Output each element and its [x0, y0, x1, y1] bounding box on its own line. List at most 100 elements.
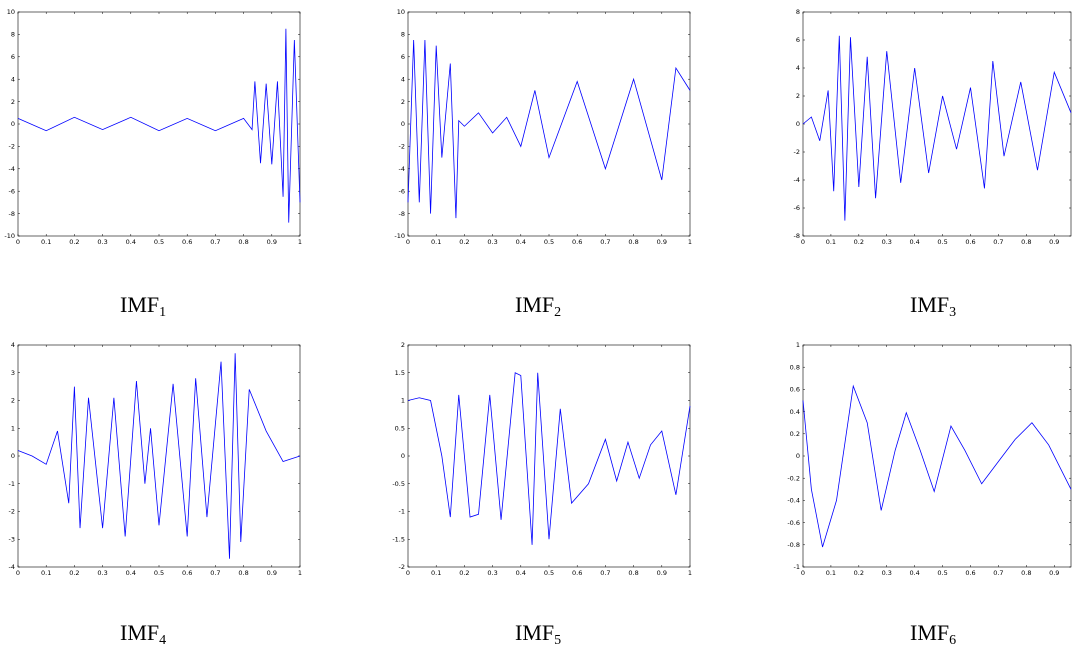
imf-3-ytick-label: -2	[794, 148, 800, 156]
imf-1-ytick-label: -4	[9, 165, 15, 173]
imf-1-xtick-label: 0.8	[238, 238, 248, 246]
imf-6-ytick-label: 0.2	[790, 430, 800, 438]
imf-2-xtick-label: 0.7	[600, 238, 610, 246]
imf-4-xtick-label: 0.9	[267, 569, 277, 577]
imf-1-caption: IMF1	[120, 292, 166, 321]
imf-5-caption: IMF5	[515, 620, 561, 649]
imf-2-xtick-label: 0.5	[544, 238, 554, 246]
imf-6-caption-main: IMF	[910, 620, 950, 645]
imf-6-ytick-label: 0.4	[790, 408, 800, 416]
imf-5-xtick-label: 0.5	[544, 569, 554, 577]
imf-1-xtick-label: 0.7	[210, 238, 220, 246]
imf-4-caption-main: IMF	[120, 620, 160, 645]
imf-4-chart: 0 0.1 0.2 0.3 0.4 0.5 0.6 0.7 0.8 0.9 1 -4 -3 -2 -1 0 1 2…	[0, 335, 310, 590]
imf-6-signal-line	[802, 384, 1072, 548]
imf-4-ytick-label: 0	[11, 452, 15, 460]
imf-3-ytick-label: -6	[794, 204, 800, 212]
imf-1-ytick-label: 0	[11, 120, 15, 128]
imf-6-xtick-label: 0.9	[1049, 569, 1059, 577]
imf-3-chart: 0 0.1 0.2 0.3 0.4 0.5 0.6 0.7 0.8 0.9 -8 -6 -4 -2 0 2 4 6…	[785, 0, 1079, 260]
imf-2-xtick-label: 0.9	[657, 238, 667, 246]
imf-2-ytick-label: -2	[399, 143, 405, 151]
imf-6-xtick-label: 0.6	[965, 569, 975, 577]
imf-5-xtick-label: 1	[688, 569, 692, 577]
imf-2-xtick-label: 0.4	[516, 238, 526, 246]
imf-5-xtick-label: 0.8	[628, 569, 638, 577]
imf-1-xtick-label: 0.9	[267, 238, 277, 246]
imf-4-ytick-label: -3	[9, 535, 15, 543]
imf-2-ytick-label: 2	[401, 98, 405, 106]
imf-2-ytick-label: -6	[399, 187, 405, 195]
imf-1-xtick-label: 0.6	[182, 238, 192, 246]
imf-6-ytick-label: 1	[796, 341, 800, 349]
imf-6-xtick-label: 0.1	[826, 569, 836, 577]
imf-5-ytick-label: 2	[401, 341, 405, 349]
imf-1-xtick-label: 0.2	[69, 238, 79, 246]
imf-3-ytick-label: -8	[794, 232, 800, 240]
imf-2-caption: IMF2	[515, 292, 561, 321]
imf-5-ytick-label: -2	[399, 563, 405, 571]
imf-1-ytick-label: -8	[9, 210, 15, 218]
imf-2-xtick-label: 1	[688, 238, 692, 246]
imf-4-ytick-label: -1	[9, 480, 15, 488]
imf-3-xtick-label: 0.7	[993, 238, 1003, 246]
imf-3-caption-sub: 3	[949, 305, 957, 320]
imf-4-xtick-label: 1	[298, 569, 302, 577]
imf-3-axes-frame	[802, 11, 1072, 237]
imf-4-xtick-label: 0.3	[97, 569, 107, 577]
imf-4-xtick-label: 0.6	[182, 569, 192, 577]
imf-3-ytick-label: -4	[794, 176, 800, 184]
imf-1-xtick-label: 1	[298, 238, 302, 246]
imf-5-plot: 0 0.1 0.2 0.3 0.4 0.5 0.6 0.7 0.8 0.9 1 -2 -1.5 -1 -0.…	[392, 341, 692, 577]
imf-2-caption-main: IMF	[515, 292, 555, 317]
imf-2-xtick-label: 0.2	[459, 238, 469, 246]
imf-5-xtick-label: 0.4	[516, 569, 526, 577]
imf-2-ytick-label: 8	[401, 31, 405, 39]
imf-5-caption-sub: 5	[554, 633, 562, 648]
imf-6-caption-sub: 6	[949, 633, 957, 648]
imf-5-caption-main: IMF	[515, 620, 555, 645]
imf-6-ytick-label: -0.8	[787, 541, 800, 549]
imf-6-xtick-label: 0	[801, 569, 805, 577]
imf-3-xtick-label: 0.6	[965, 238, 975, 246]
imf-1-signal-line	[17, 28, 301, 223]
imf-2-signal-line	[407, 39, 691, 219]
imf-4-axes-frame	[17, 344, 301, 568]
imf-5-xtick-label: 0.3	[487, 569, 497, 577]
imf-5-xtick-label: 0.9	[657, 569, 667, 577]
imf-5-xtick-label: 0	[406, 569, 410, 577]
imf-2-xtick-label: 0.1	[431, 238, 441, 246]
imf-4-ytick-label: -2	[9, 508, 15, 516]
imf-4-ytick-label: 1	[11, 424, 15, 432]
imf-1-xtick-label: 0.4	[126, 238, 136, 246]
imf-6-ytick-label: -0.4	[787, 497, 800, 505]
imf-5-xtick-label: 0.1	[431, 569, 441, 577]
imf-4-xtick-label: 0.8	[238, 569, 248, 577]
imf-5-ytick-label: 0.5	[395, 424, 405, 432]
imf-3-xtick-label: 0.8	[1021, 238, 1031, 246]
imf-2-ytick-label: -8	[399, 210, 405, 218]
imf-2-xtick-label: 0.3	[487, 238, 497, 246]
imf-1-ytick-label: -6	[9, 187, 15, 195]
imf-5-ytick-label: -1.5	[392, 535, 405, 543]
imf-4-xtick-label: 0.4	[126, 569, 136, 577]
imf-6-xtick-label: 0.7	[993, 569, 1003, 577]
imf-6-xtick-label: 0.4	[909, 569, 919, 577]
imf-3-xtick-label: 0.3	[882, 238, 892, 246]
imf-3-plot: 0 0.1 0.2 0.3 0.4 0.5 0.6 0.7 0.8 0.9 -8 -6 -4 -2 0 2 4 6…	[794, 8, 1072, 246]
imf-3-ytick-label: 4	[796, 64, 800, 72]
imf-1-caption-main: IMF	[120, 292, 160, 317]
imf-5-ytick-label: 1	[401, 397, 405, 405]
imf-2-plot: 0 0.1 0.2 0.3 0.4 0.5 0.6 0.7 0.8 0.9 1 -10 -8 -6 -4 -2…	[394, 8, 692, 246]
imf-4-ytick-label: 3	[11, 369, 15, 377]
imf-1-ytick-label: 2	[11, 98, 15, 106]
imf-1-xtick-label: 0	[16, 238, 20, 246]
imf-5-xtick-label: 0.7	[600, 569, 610, 577]
imf-1-caption-sub: 1	[159, 305, 167, 320]
imf-2-chart: 0 0.1 0.2 0.3 0.4 0.5 0.6 0.7 0.8 0.9 1 -10 -8 -6 -4 -2…	[390, 0, 710, 260]
imf-1-xtick-label: 0.1	[41, 238, 51, 246]
imf-3-signal-line	[802, 35, 1072, 221]
imf-3-caption: IMF3	[910, 292, 956, 321]
imf-1-xtick-label: 0.5	[154, 238, 164, 246]
imf-5-chart: 0 0.1 0.2 0.3 0.4 0.5 0.6 0.7 0.8 0.9 1 -2 -1.5 -1 -0.…	[390, 335, 710, 590]
